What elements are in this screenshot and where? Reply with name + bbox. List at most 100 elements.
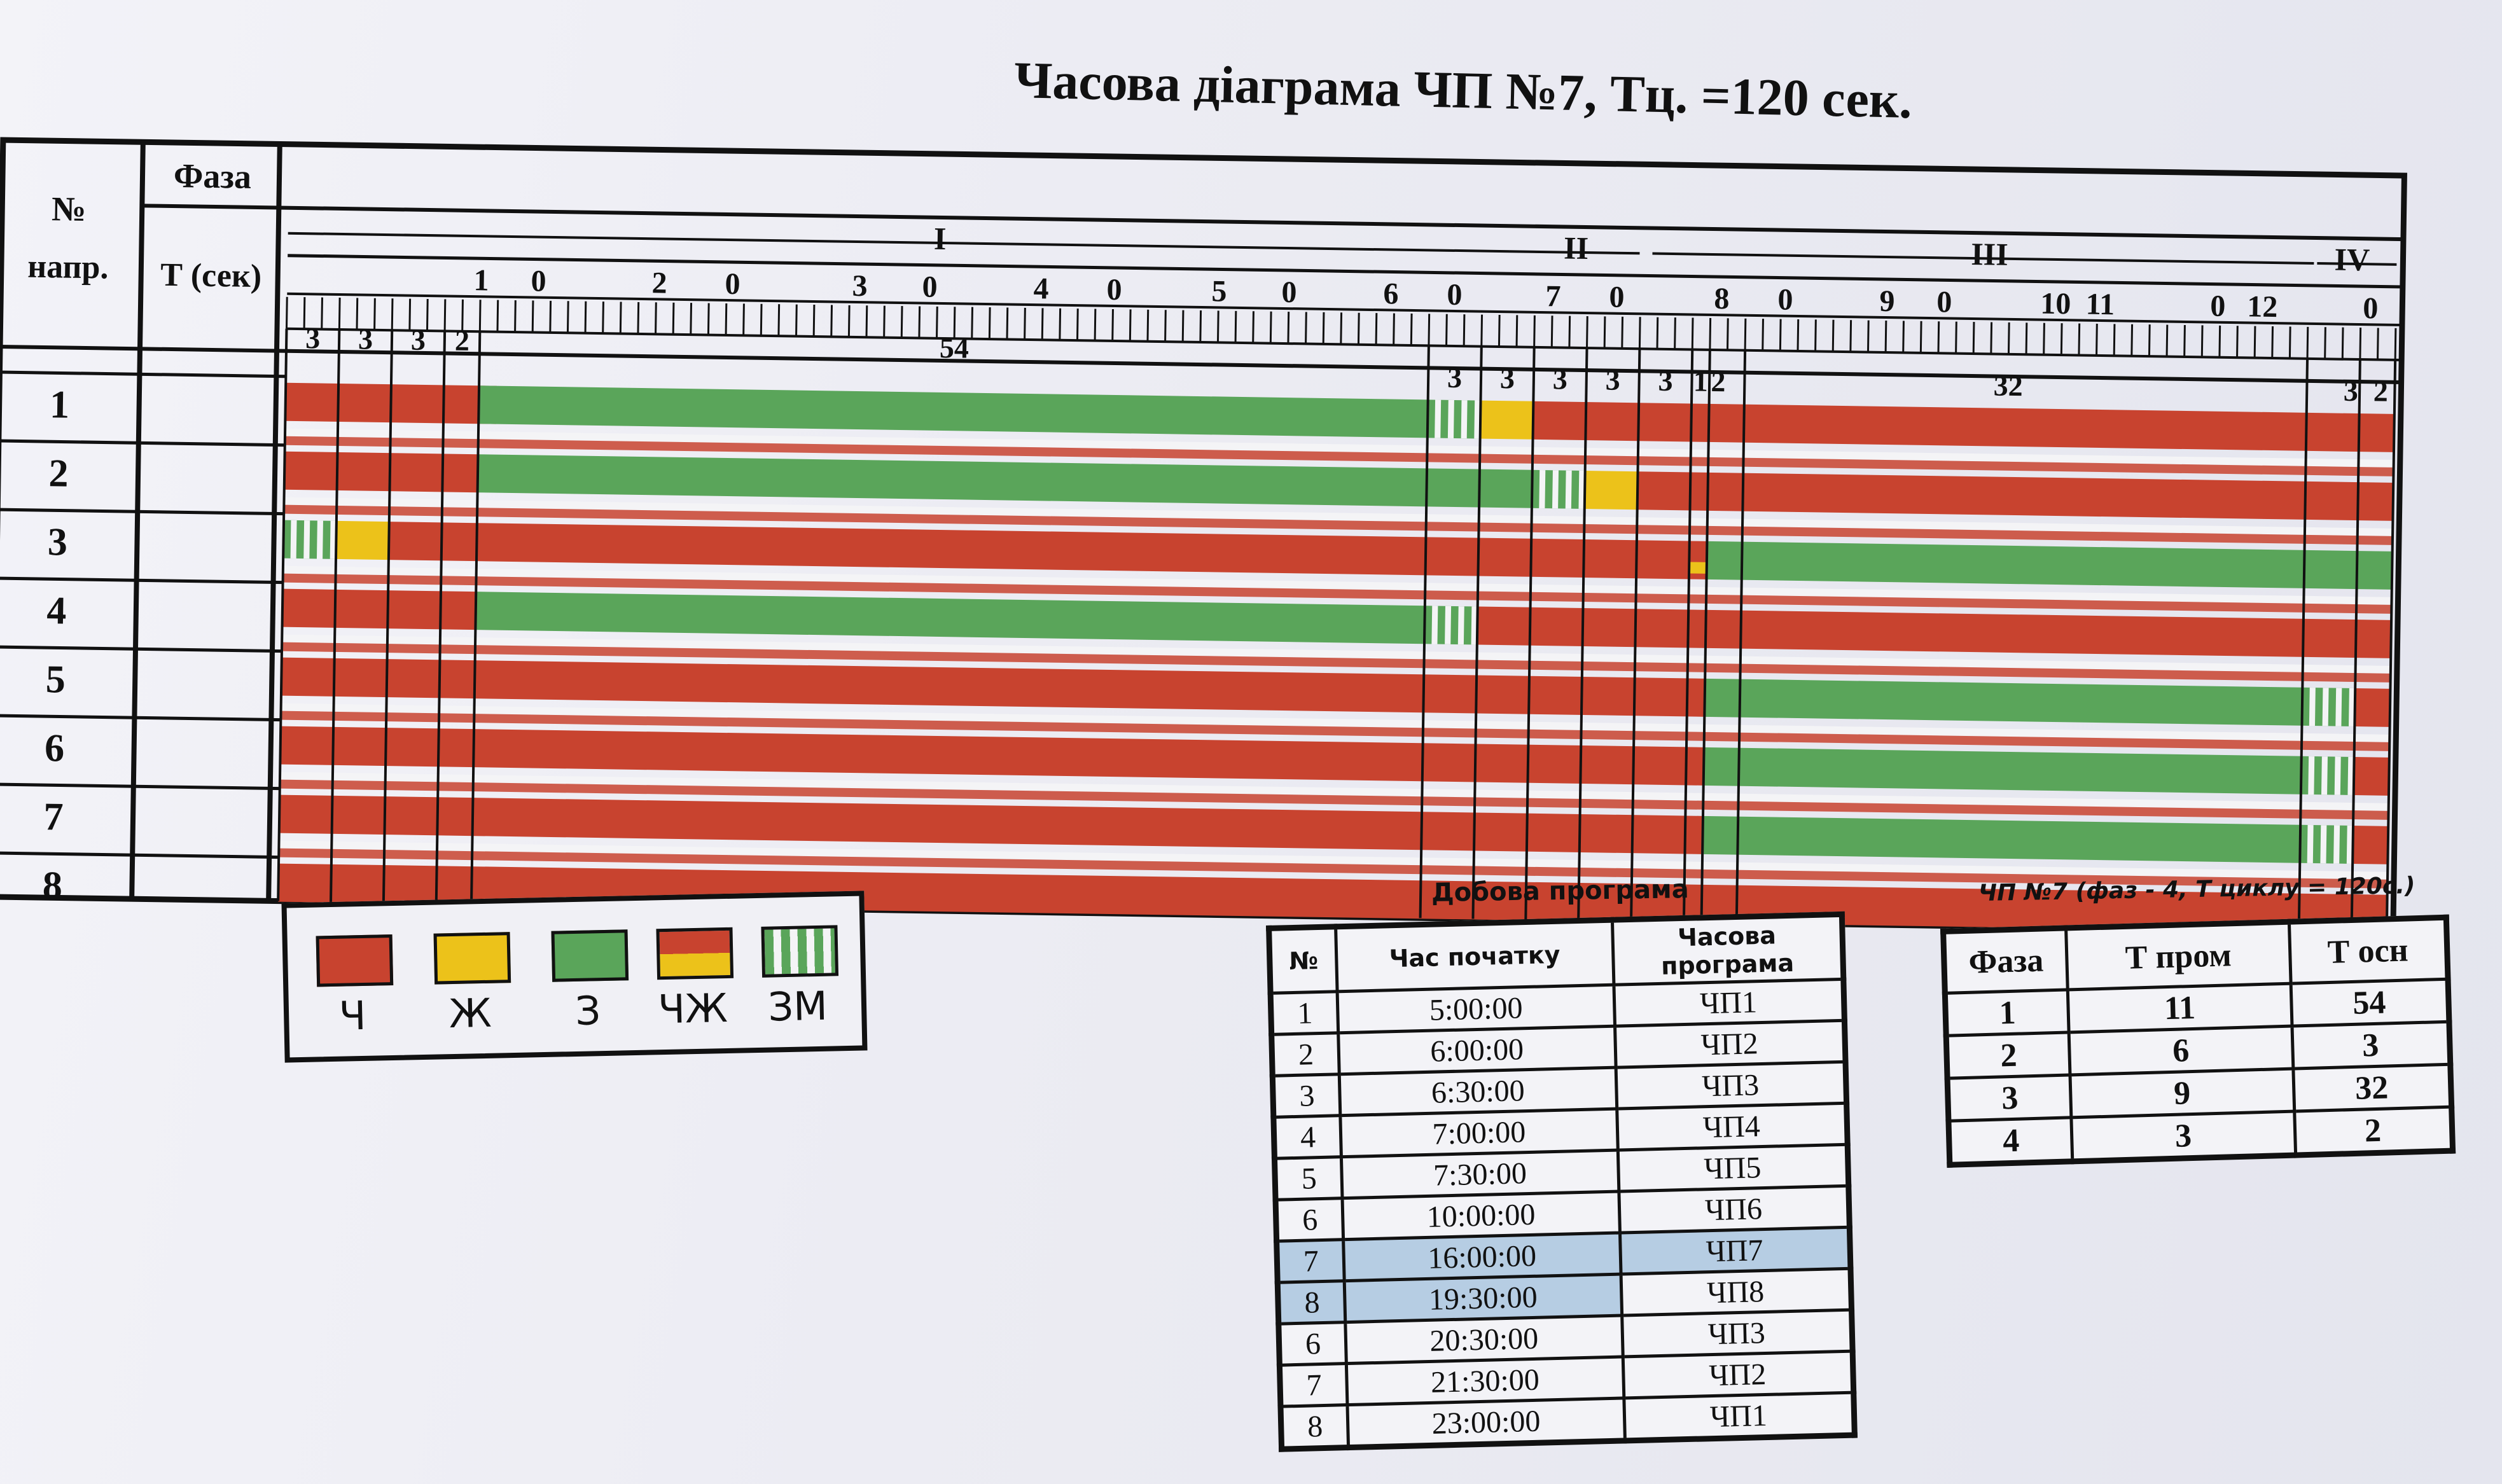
green-flash-stripe bbox=[1578, 470, 1585, 510]
phase-boundary bbox=[1577, 348, 1588, 920]
time-tick bbox=[2324, 327, 2326, 359]
time-scale-line bbox=[287, 292, 2402, 327]
header-phase-label: Фаза bbox=[174, 156, 252, 196]
time-scale-label: 8 bbox=[1714, 282, 1730, 316]
time-scale-line bbox=[286, 327, 2402, 362]
duration-label: 54 bbox=[940, 331, 970, 364]
yellow-bar bbox=[1480, 400, 1534, 440]
time-tick bbox=[1076, 309, 1079, 341]
table-cell: ЧП6 bbox=[1618, 1186, 1850, 1233]
time-scale-label: 0 bbox=[1936, 285, 1952, 319]
table-cell: 4 bbox=[1273, 1115, 1342, 1159]
red-bar bbox=[2353, 825, 2389, 864]
green-flash-stripe bbox=[1445, 606, 1452, 644]
time-tick bbox=[2148, 324, 2151, 357]
phase-band-line bbox=[2317, 262, 2397, 266]
time-tick bbox=[883, 305, 886, 338]
red-bar bbox=[280, 726, 1704, 786]
duration-label: 3 bbox=[2343, 375, 2358, 407]
time-tick bbox=[655, 302, 657, 335]
time-scale-label: 2 bbox=[651, 266, 667, 300]
time-tick bbox=[1990, 322, 1993, 354]
duration-label: 3 bbox=[1605, 363, 1620, 396]
time-tick bbox=[830, 305, 833, 337]
row-separator bbox=[281, 703, 2390, 742]
red-bar bbox=[1477, 606, 2392, 658]
row-separator-red bbox=[279, 848, 2388, 889]
time-scale-label: 0 bbox=[725, 267, 740, 301]
table-cell: 23:00:00 bbox=[1347, 1397, 1625, 1448]
time-tick bbox=[584, 301, 587, 333]
green-flash-stripe bbox=[2307, 824, 2314, 864]
phase-band-divider bbox=[288, 254, 2403, 289]
row-separator-red bbox=[282, 573, 2392, 614]
row-separator-red bbox=[281, 711, 2390, 751]
table-cell: 6:30:00 bbox=[1339, 1067, 1617, 1116]
row-divider bbox=[0, 439, 285, 447]
row-separator bbox=[284, 428, 2394, 468]
time-tick bbox=[285, 296, 288, 329]
column-header: Т пром bbox=[2066, 922, 2291, 990]
green-flash-stripe bbox=[1552, 470, 1559, 509]
direction-number: 5 bbox=[45, 658, 66, 701]
table-cell: ЧП4 bbox=[1616, 1103, 1848, 1151]
time-tick bbox=[619, 302, 622, 334]
red-bar bbox=[1637, 471, 2394, 521]
time-tick bbox=[2113, 324, 2116, 356]
table-cell: 19:30:00 bbox=[1344, 1274, 1622, 1322]
time-tick bbox=[1533, 315, 1536, 347]
phase-boundary bbox=[2350, 359, 2361, 933]
table-cell: ЧП1 bbox=[1623, 1392, 1855, 1441]
header-napr-label: напр. bbox=[27, 249, 109, 286]
time-scale-label: 3 bbox=[852, 269, 868, 303]
time-tick bbox=[1674, 317, 1676, 350]
duration-label: 3 bbox=[358, 322, 373, 355]
green-flash-stripe bbox=[1447, 399, 1454, 438]
phase-boundary bbox=[469, 331, 482, 905]
time-tick bbox=[637, 302, 640, 334]
green-flash-stripe bbox=[1461, 400, 1468, 439]
direction-number: 6 bbox=[45, 726, 65, 770]
table-cell: 8 bbox=[1277, 1280, 1345, 1324]
row-separator-red bbox=[279, 779, 2389, 820]
phase-roman-label: IV bbox=[2334, 241, 2370, 277]
duration-label: 3 bbox=[1658, 364, 1673, 397]
row-separator bbox=[279, 772, 2389, 811]
green-flash-stripe bbox=[2349, 688, 2356, 727]
green-flash-swatch-icon bbox=[761, 925, 839, 978]
legend-label-green: З bbox=[574, 987, 601, 1034]
time-scale-label: 0 bbox=[1777, 282, 1793, 316]
yellow-bar bbox=[1584, 471, 1638, 510]
time-tick bbox=[1410, 313, 1413, 345]
column-divider bbox=[266, 144, 282, 901]
time-tick bbox=[531, 300, 534, 333]
time-tick bbox=[549, 300, 552, 333]
daily-program-title: Добова програма bbox=[1431, 875, 1690, 908]
time-tick bbox=[1691, 317, 1694, 350]
time-tick bbox=[566, 301, 569, 333]
time-tick bbox=[2025, 322, 2028, 355]
table-cell: 7:00:00 bbox=[1340, 1109, 1618, 1157]
row-divider bbox=[0, 645, 282, 653]
green-flash-stripe bbox=[2321, 756, 2328, 795]
green-flash-stripe bbox=[1435, 399, 1442, 438]
time-scale-label: 11 bbox=[2085, 288, 2115, 322]
red-bar bbox=[1425, 537, 1690, 579]
green-bar bbox=[475, 592, 1425, 644]
duration-label: 3 bbox=[411, 324, 426, 356]
time-scale-label: 0 bbox=[922, 270, 938, 304]
duration-label: 2 bbox=[1711, 365, 1726, 398]
red-bar bbox=[284, 451, 478, 493]
green-flash-stripe bbox=[303, 520, 310, 559]
direction-number: 8 bbox=[42, 864, 62, 907]
red-bar bbox=[2353, 757, 2389, 796]
time-scale-label: 5 bbox=[1211, 274, 1227, 308]
row-separator bbox=[284, 497, 2393, 536]
row-separator-red bbox=[281, 642, 2391, 683]
header-divider bbox=[142, 204, 2403, 242]
table-cell: 11 bbox=[2068, 983, 2292, 1032]
table-cell: 20:30:00 bbox=[1345, 1315, 1623, 1364]
time-tick bbox=[2306, 326, 2309, 359]
time-tick bbox=[496, 300, 499, 332]
red-bar bbox=[1532, 401, 2394, 452]
